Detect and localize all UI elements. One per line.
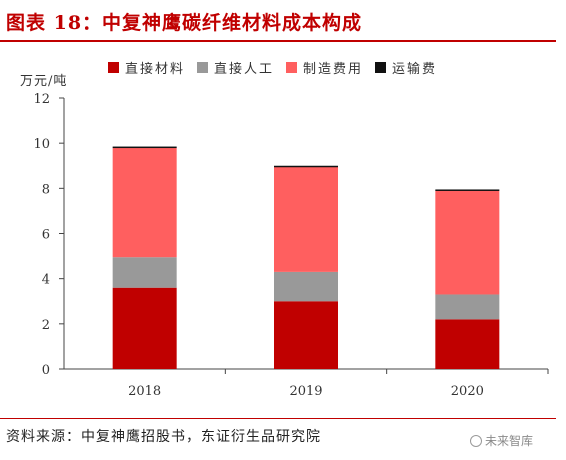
bar-2019-series-1	[274, 271, 338, 302]
bar-2019-series-2	[274, 166, 338, 272]
bar-2018-series-0	[112, 287, 177, 369]
watermark-text: 未来智库	[485, 434, 534, 448]
legend-label: 直接材料	[125, 62, 186, 77]
bar-2018-series-2	[112, 147, 177, 258]
legend-item-direct-labor: 直接人工	[197, 58, 274, 77]
bar-2020-series-3	[435, 189, 500, 191]
legend-swatch	[197, 62, 209, 73]
footer-divider	[0, 418, 556, 419]
legend-item-direct-materials: 直接材料	[108, 58, 185, 77]
y-tick-label: 12	[33, 92, 50, 107]
title-divider	[0, 40, 556, 42]
x-tick-label: 2019	[289, 384, 322, 399]
bar-2019-series-3	[274, 165, 338, 168]
y-tick-label: 6	[42, 228, 50, 243]
source-note: 资料来源：中复神鹰招股书，东证衍生品研究院	[6, 429, 321, 445]
y-tick-label: 0	[42, 363, 50, 378]
watermark-icon	[470, 434, 482, 447]
bar-2018-series-3	[112, 146, 177, 149]
chart-legend: 直接材料 直接人工 制造费用 运输费	[108, 58, 437, 77]
x-tick-label: 2018	[128, 384, 161, 399]
legend-label: 直接人工	[214, 62, 275, 77]
bar-2020-series-2	[435, 190, 500, 295]
bar-2020-series-0	[435, 319, 500, 369]
y-tick-label: 4	[42, 273, 50, 288]
bar-2020-series-1	[435, 294, 500, 320]
bar-2018-series-1	[112, 257, 177, 288]
y-tick-label: 8	[42, 182, 50, 197]
legend-swatch	[375, 62, 387, 73]
chart-title: 图表 18：中复神鹰碳纤维材料成本构成	[6, 12, 363, 34]
legend-label: 制造费用	[303, 62, 364, 77]
y-tick-label: 10	[33, 137, 50, 152]
bar-2019-series-0	[274, 301, 338, 369]
y-tick-label: 2	[42, 318, 50, 333]
x-tick-label: 2020	[451, 384, 484, 399]
title-bar: 图表 18：中复神鹰碳纤维材料成本构成	[0, 0, 566, 44]
legend-item-manufacturing-cost: 制造费用	[286, 58, 363, 77]
y-axis-unit-label: 万元/吨	[20, 74, 68, 89]
legend-swatch	[108, 62, 119, 73]
legend-swatch	[286, 62, 298, 73]
watermark: 未来智库	[470, 432, 533, 449]
legend-label: 运输费	[392, 62, 438, 77]
legend-item-transport-cost: 运输费	[375, 58, 437, 77]
